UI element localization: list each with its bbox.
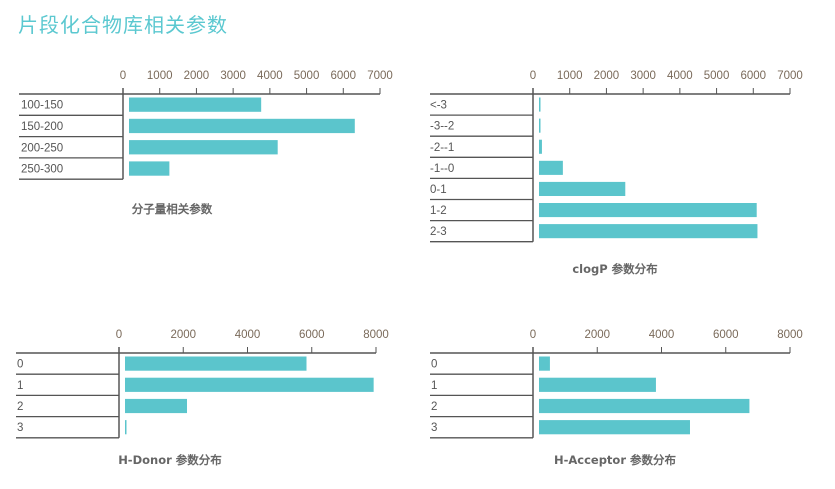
- category-label: -2--1: [430, 142, 454, 154]
- x-tick-label: 4000: [667, 70, 693, 82]
- bar: [125, 420, 127, 435]
- category-label: 150-200: [21, 121, 63, 133]
- bar: [129, 140, 278, 155]
- bar: [539, 356, 550, 371]
- bar: [129, 97, 262, 112]
- x-tick-label: 8000: [363, 329, 389, 341]
- category-label: 1: [431, 380, 437, 392]
- bar: [539, 181, 626, 196]
- x-tick-label: 0: [116, 329, 122, 341]
- category-label: 0: [431, 359, 437, 371]
- x-tick-label: 0: [530, 329, 536, 341]
- x-tick-label: 5000: [704, 70, 730, 82]
- bar: [539, 377, 656, 392]
- x-tick-label: 4000: [257, 70, 283, 82]
- x-tick-label: 6000: [713, 329, 739, 341]
- category-label: 0-1: [430, 184, 447, 196]
- x-tick-label: 4000: [649, 329, 675, 341]
- bar: [539, 139, 542, 154]
- x-tick-label: 0: [530, 70, 536, 82]
- bar: [125, 356, 307, 371]
- x-tick-label: 5000: [294, 70, 320, 82]
- bar: [539, 420, 690, 435]
- category-label: 250-300: [21, 164, 63, 176]
- bar: [129, 118, 355, 134]
- x-tick-label: 3000: [220, 70, 246, 82]
- x-tick-label: 3000: [630, 70, 656, 82]
- bar: [125, 377, 374, 392]
- x-tick-label: 6000: [330, 70, 356, 82]
- x-tick-label: 1000: [557, 70, 583, 82]
- x-tick-label: 8000: [777, 329, 803, 341]
- x-tick-label: 1000: [147, 70, 173, 82]
- bar: [539, 160, 563, 175]
- x-tick-label: 2000: [170, 329, 196, 341]
- bar: [539, 224, 758, 239]
- x-tick-label: 2000: [584, 329, 610, 341]
- chart-3: 0 2000 4000 6000 8000 0 1 2 3 H-Donor 参数分布: [16, 329, 389, 467]
- x-tick-label: 6000: [740, 70, 766, 82]
- x-tick-label: 7000: [777, 70, 803, 82]
- chart-title: H-Acceptor 参数分布: [554, 453, 677, 467]
- bar: [539, 118, 541, 133]
- category-label: 3: [17, 422, 23, 434]
- x-tick-label: 6000: [299, 329, 325, 341]
- bar: [129, 161, 170, 176]
- chart-2: 0 1000 2000 3000 4000 5000 6000 7000 <-3 -3--2 -2-…: [430, 70, 803, 276]
- category-label: 2: [431, 401, 437, 413]
- x-tick-label: 7000: [367, 70, 393, 82]
- category-label: 1-2: [430, 205, 447, 217]
- category-label: 0: [17, 359, 23, 371]
- category-label: 100-150: [21, 100, 63, 112]
- bar: [539, 398, 750, 414]
- x-tick-label: 2000: [184, 70, 210, 82]
- category-label: -3--2: [430, 121, 454, 133]
- category-label: 1: [17, 380, 23, 392]
- page-title: 片段化合物库相关参数: [18, 13, 228, 37]
- category-label: 2: [17, 401, 23, 413]
- chart-4: 0 2000 4000 6000 8000 0 1 2 3 H-Acceptor 参数分布: [430, 329, 803, 467]
- x-tick-label: 0: [120, 70, 126, 82]
- category-label: -1--0: [430, 163, 454, 175]
- bar: [539, 97, 541, 112]
- category-label: 3: [431, 422, 437, 434]
- chart-1: 0 1000 2000 3000 4000 5000 6000 7000 100-150 150-…: [19, 70, 393, 216]
- bar: [125, 398, 188, 414]
- chart-title: H-Donor 参数分布: [118, 453, 222, 467]
- category-label: 2-3: [430, 226, 447, 238]
- x-tick-label: 2000: [594, 70, 620, 82]
- x-tick-label: 4000: [235, 329, 261, 341]
- chart-title: 分子量相关参数: [132, 202, 213, 216]
- category-label: <-3: [430, 100, 447, 112]
- bar: [539, 203, 757, 218]
- category-label: 200-250: [21, 142, 63, 154]
- chart-title: clogP 参数分布: [572, 262, 658, 276]
